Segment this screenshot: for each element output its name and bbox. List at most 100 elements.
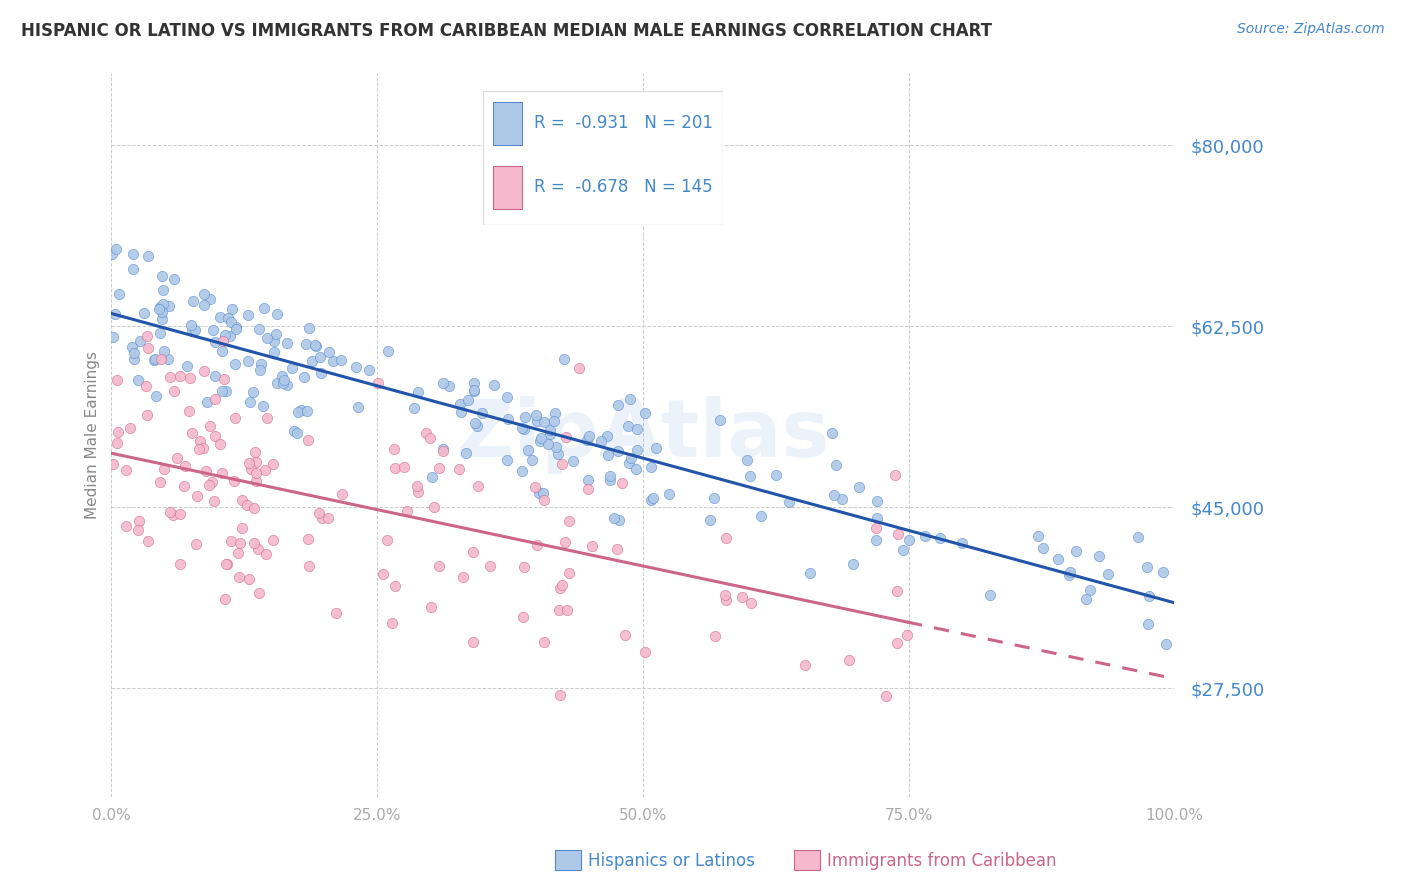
Point (887, 527, 910, 541)
Point (152, 284, 174, 298)
Point (209, 436, 232, 450)
Point (163, 384, 186, 399)
Point (415, 425, 437, 440)
Text: Hispanics or Latinos: Hispanics or Latinos (588, 852, 755, 870)
Point (606, 443, 628, 458)
Point (799, 566, 821, 580)
Point (201, 475, 224, 489)
Point (273, 373, 295, 387)
Point (578, 429, 600, 443)
Point (149, 475, 172, 489)
Point (384, 461, 406, 475)
Point (449, 396, 471, 410)
Point (537, 437, 560, 451)
Point (225, 320, 247, 334)
Point (263, 334, 285, 349)
Point (208, 310, 231, 325)
Point (159, 370, 181, 384)
Point (576, 433, 599, 447)
Point (219, 315, 242, 329)
Point (298, 321, 321, 335)
Point (614, 628, 637, 642)
Point (239, 395, 262, 409)
Point (714, 532, 737, 546)
Point (143, 351, 166, 366)
Point (211, 466, 233, 480)
Point (224, 411, 246, 425)
Point (495, 391, 517, 405)
Text: Immigrants from Caribbean: Immigrants from Caribbean (827, 852, 1056, 870)
Point (183, 323, 205, 337)
Point (250, 357, 273, 371)
Point (464, 416, 486, 430)
Point (842, 558, 865, 572)
Point (344, 359, 367, 374)
Point (297, 433, 319, 447)
Point (599, 469, 621, 483)
Point (482, 378, 505, 392)
Point (471, 405, 494, 419)
Point (311, 510, 333, 524)
Point (247, 541, 270, 556)
Text: HISPANIC OR LATINO VS IMMIGRANTS FROM CARIBBEAN MEDIAN MALE EARNINGS CORRELATION: HISPANIC OR LATINO VS IMMIGRANTS FROM CA… (21, 22, 993, 40)
Point (173, 479, 195, 493)
Point (301, 354, 323, 368)
Point (287, 404, 309, 418)
Point (658, 487, 681, 501)
Point (898, 533, 921, 547)
Point (295, 337, 318, 351)
Point (318, 344, 340, 359)
Point (626, 442, 648, 457)
Point (740, 595, 762, 609)
Point (546, 440, 568, 454)
Point (100, 247, 122, 261)
Point (179, 371, 201, 385)
Point (544, 406, 567, 420)
Point (478, 559, 501, 574)
Point (252, 399, 274, 413)
Point (104, 242, 127, 256)
Point (188, 434, 211, 448)
Point (176, 359, 198, 373)
Text: ZipAtlas: ZipAtlas (456, 396, 830, 474)
Point (214, 591, 236, 606)
Point (136, 341, 159, 355)
Point (1088, 549, 1111, 563)
Point (512, 610, 534, 624)
Point (148, 300, 170, 314)
Point (419, 600, 441, 615)
Point (108, 286, 131, 301)
Point (254, 547, 277, 561)
Point (634, 645, 657, 659)
Point (305, 339, 328, 353)
Point (195, 464, 218, 478)
Point (825, 458, 848, 472)
Point (765, 468, 787, 483)
Point (169, 508, 191, 522)
Point (105, 373, 128, 387)
Point (533, 415, 555, 429)
Point (149, 326, 172, 340)
Point (626, 461, 648, 475)
Point (420, 469, 443, 483)
Point (105, 436, 128, 450)
Point (533, 492, 555, 507)
Point (127, 523, 149, 537)
Point (247, 322, 270, 336)
Point (875, 690, 897, 704)
Point (114, 519, 136, 533)
Point (198, 293, 221, 307)
Point (264, 326, 287, 341)
Point (214, 328, 236, 343)
Point (377, 343, 399, 358)
Point (122, 262, 145, 277)
Point (150, 351, 173, 366)
Point (406, 485, 429, 500)
Point (136, 329, 159, 343)
Point (848, 479, 870, 493)
Point (979, 588, 1001, 602)
Point (298, 558, 321, 573)
Point (463, 383, 485, 397)
Point (226, 546, 249, 560)
Point (553, 351, 575, 366)
